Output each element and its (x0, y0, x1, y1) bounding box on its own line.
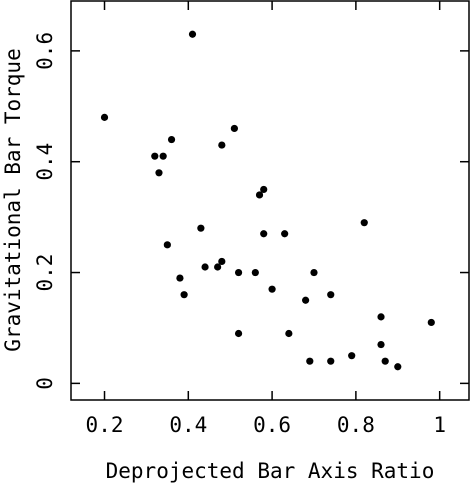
data-points (100, 30, 435, 371)
data-point (394, 363, 402, 371)
data-point (348, 352, 356, 360)
data-point (234, 329, 243, 338)
x-tick-label: 0.6 (253, 413, 291, 437)
y-axis: 0 0.2 0.4 0.6 (33, 32, 469, 390)
data-point (151, 152, 159, 160)
data-point (306, 357, 314, 365)
x-tick-label: 0.2 (86, 413, 124, 437)
y-tick-label: 0.4 (33, 143, 57, 181)
data-point (268, 285, 276, 293)
data-point (310, 268, 318, 277)
data-point (176, 274, 184, 282)
data-point (260, 185, 268, 194)
data-point (188, 30, 197, 38)
x-tick-label: 0.4 (169, 413, 207, 437)
y-tick-label: 0.6 (33, 32, 57, 70)
x-tick-label: 0.8 (337, 413, 375, 437)
data-point (302, 296, 310, 304)
data-point (327, 291, 335, 299)
data-point (201, 263, 209, 271)
data-point (180, 291, 188, 299)
data-point (230, 124, 238, 133)
data-point (360, 219, 368, 227)
data-point (167, 135, 176, 144)
data-point (251, 268, 259, 277)
data-point (159, 152, 167, 160)
y-tick-label: 0 (33, 377, 57, 390)
y-tick-label: 0.2 (33, 254, 57, 292)
data-point (260, 230, 268, 238)
data-point (255, 191, 264, 199)
data-point (234, 268, 243, 277)
data-point (163, 241, 171, 249)
data-point (377, 313, 385, 321)
data-point (214, 263, 222, 271)
plot-frame (70, 0, 470, 401)
data-point (197, 224, 205, 232)
data-point (327, 357, 335, 365)
data-point (218, 141, 226, 149)
data-point (281, 230, 289, 238)
data-point (155, 169, 163, 177)
x-tick-label: 1 (433, 413, 446, 437)
data-point (427, 318, 435, 327)
data-point (381, 357, 389, 365)
data-point (285, 329, 293, 338)
y-axis-title: Gravitational Bar Torque (1, 48, 25, 351)
x-axis: 0.2 0.4 0.6 0.8 1 (86, 1, 446, 437)
data-point (218, 257, 226, 266)
x-axis-title: Deprojected Bar Axis Ratio (106, 459, 435, 483)
data-point (100, 113, 109, 121)
data-point (377, 340, 385, 349)
